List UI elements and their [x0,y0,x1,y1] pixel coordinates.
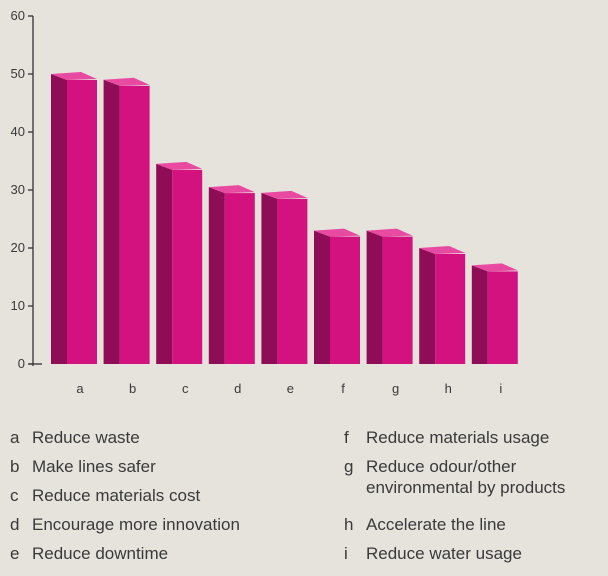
y-tick-label: 10 [11,298,25,313]
bar-front [224,193,255,364]
legend-item-b: b Make lines safer [10,456,156,477]
legend-key: i [344,544,348,563]
legend-text: Reduce water usage [366,544,522,563]
legend-key: f [344,428,349,447]
legend-text: Encourage more innovation [32,515,240,534]
y-axis: 0 10 20 30 40 50 60 [11,8,42,371]
legend-text: Reduce materials usage [366,428,550,447]
bar-front [119,85,150,365]
legend-key: c [10,486,19,505]
y-tick-label: 30 [11,182,25,197]
legend-item-c: c Reduce materials cost [10,485,200,506]
legend-item-i: i Reduce water usage [344,543,522,564]
y-tick-label: 40 [11,124,25,139]
x-tick-label: b [129,381,136,396]
y-tick-label: 60 [11,8,25,23]
bar-front [172,169,203,364]
bar-top [51,72,97,80]
bar-side [103,79,120,365]
bar-front [277,198,308,364]
bar-side [314,230,330,364]
y-tick-label: 50 [11,66,25,81]
legend-text: Make lines safer [32,457,156,476]
bar-top [156,161,203,170]
legend-text: Reduce downtime [32,544,169,563]
x-tick-label: i [499,381,502,396]
x-tick-label: d [234,381,241,396]
legend-item-g: g Reduce odour/other environmental by pr… [344,456,565,498]
bar-front [435,254,466,364]
y-tick-label: 20 [11,240,25,255]
bar-a [51,72,97,364]
legend-key: b [10,457,20,476]
legend-key: d [10,515,20,534]
legend-text: Reduce materials cost [32,486,201,505]
bar-side [419,248,436,364]
legend-text: Reduce odour/other environmental by prod… [366,457,566,497]
bar-e [261,190,308,364]
x-tick-label: g [392,381,399,396]
bar-side [261,192,278,364]
legend-text: Reduce waste [32,428,140,447]
legend-key: e [10,544,20,563]
bar-side [208,187,225,364]
bar-front [67,80,97,364]
legend-text: Accelerate the line [366,515,506,534]
legend-key: h [344,515,354,534]
bar-c [156,161,203,364]
legend-key: a [10,428,20,447]
bar-side [366,230,383,364]
x-tick-label: a [76,381,84,396]
legend-item-e: e Reduce downtime [10,543,168,564]
bar-b [103,77,150,365]
bar-front [330,236,360,364]
bar-front [487,271,518,364]
bar-top [366,228,413,237]
bar-side [471,265,488,364]
bar-g [366,228,413,364]
bar-f [314,228,360,364]
legend-key: g [344,457,354,476]
bar-top [103,77,150,86]
bar-h [419,246,466,364]
x-tick-label: e [287,381,294,396]
legend-item-d: d Encourage more innovation [10,514,240,535]
bar-side [51,74,67,364]
y-tick-label: 0 [18,356,25,371]
bar-top [314,228,360,237]
bar-d [208,185,255,364]
bar-i [471,263,518,364]
legend-item-h: h Accelerate the line [344,514,506,535]
x-tick-label: f [341,381,345,396]
x-axis: a b c d e f g h i [76,381,502,396]
bar-top [471,263,518,272]
x-tick-label: h [445,381,452,396]
legend-item-a: a Reduce waste [10,427,140,448]
bars [51,72,518,365]
bar-top [419,246,466,254]
bar-front [382,236,413,364]
bar-chart: 0 10 20 30 40 50 60 a b c d e f g h i [11,8,518,396]
bar-side [156,163,173,364]
bar-top [261,190,308,199]
legend-item-f: f Reduce materials usage [344,427,549,448]
x-tick-label: c [182,381,189,396]
bar-top [208,185,255,194]
